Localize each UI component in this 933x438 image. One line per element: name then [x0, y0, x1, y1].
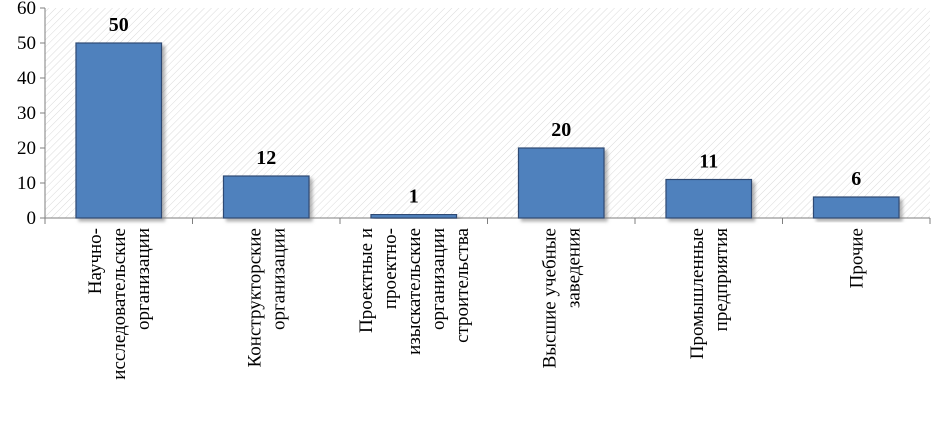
y-axis: 0 10 20 30 40 50 60 — [17, 0, 46, 229]
category-label: Проектные и проектно-изыскательские органи… — [356, 227, 473, 354]
category-label-line: заведения — [563, 228, 584, 308]
bar — [370, 213, 458, 219]
category-label-line: организации — [133, 228, 154, 330]
data-label: 12 — [256, 147, 276, 169]
bar — [665, 178, 753, 219]
bars — [75, 42, 900, 219]
bar — [75, 42, 163, 219]
category-label-line: Промышленные — [687, 228, 708, 359]
category-labels: Научно-исследовательские организации Конст… — [85, 227, 868, 379]
y-tick-label: 50 — [17, 33, 36, 54]
category-label-line: изыскательские — [404, 228, 425, 355]
x-axis — [44, 217, 931, 224]
category-label-line: Научно- — [85, 228, 106, 294]
bar — [517, 147, 605, 219]
category-label: Высшие учебные заведения — [539, 228, 584, 369]
y-tick-label: 20 — [17, 138, 36, 159]
y-tick-label: 40 — [17, 68, 36, 89]
data-label: 6 — [851, 168, 861, 190]
y-tick-label: 60 — [17, 0, 36, 19]
data-labels: 50 12 1 20 11 6 — [109, 14, 862, 208]
category-label: Промышленные предприятия — [687, 228, 732, 359]
bar — [812, 196, 900, 219]
category-label-line: Высшие учебные — [539, 228, 560, 368]
data-label: 1 — [409, 186, 419, 208]
category-label-line: проектно- — [380, 228, 401, 309]
category-label: Прочие — [846, 228, 867, 288]
category-label-line: Прочие — [846, 228, 867, 288]
category-label-line: организации — [428, 228, 449, 330]
data-label: 11 — [699, 151, 718, 173]
bar — [222, 175, 310, 219]
category-label: Научно-исследовательские организации — [85, 228, 154, 380]
category-label-line: организации — [268, 228, 289, 330]
category-label-line: строительства — [452, 227, 473, 342]
y-tick-label: 30 — [17, 103, 36, 124]
category-label-line: Конструкторские — [244, 228, 265, 367]
category-label: Конструкторские организации — [244, 228, 289, 367]
category-label-line: предприятия — [711, 228, 732, 332]
category-label-line: исследовательские — [109, 228, 130, 380]
y-tick-label: 10 — [17, 173, 36, 194]
y-tick-label: 0 — [27, 208, 37, 229]
data-label: 50 — [109, 14, 129, 36]
data-label: 20 — [551, 119, 571, 141]
plot-area-background — [45, 8, 930, 218]
category-label-line: Проектные и — [356, 228, 377, 333]
